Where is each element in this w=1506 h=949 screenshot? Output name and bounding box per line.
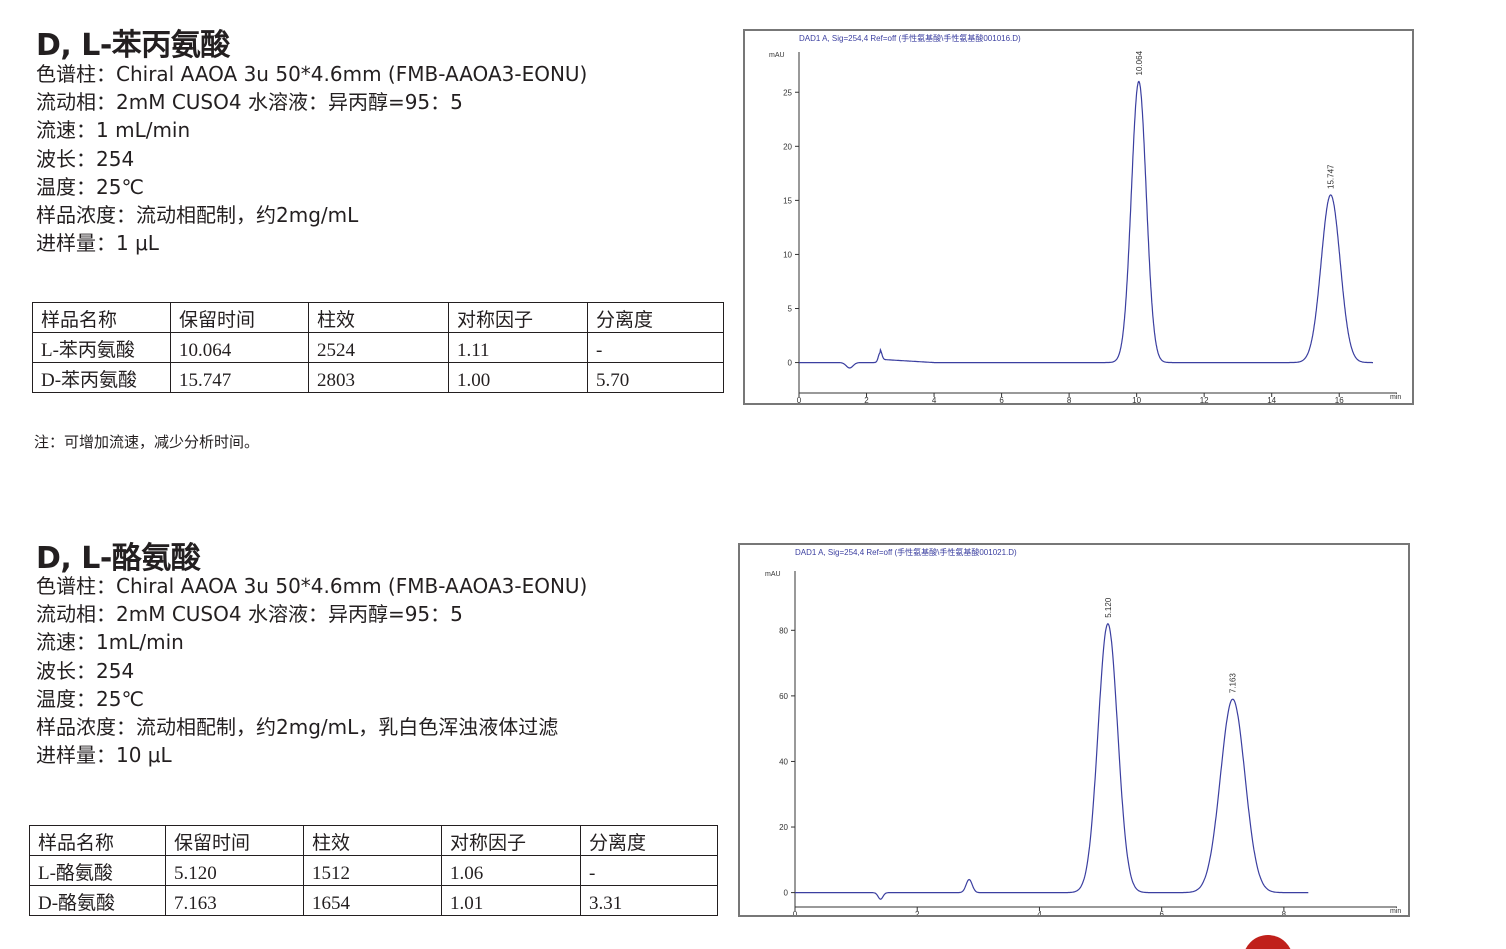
x-tick-label: 6 bbox=[999, 396, 1004, 405]
info-line: 进样量：10 μL bbox=[36, 743, 172, 768]
header-cell: 保留时间 bbox=[170, 302, 309, 333]
cell: 1.11 bbox=[448, 332, 588, 363]
cell: - bbox=[587, 332, 724, 363]
info-line: 温度：25℃ bbox=[36, 686, 144, 711]
logo-icon bbox=[1243, 935, 1293, 949]
info-line: 流动相：2mM CUSO4 水溶液：异丙醇=95：5 bbox=[36, 602, 463, 627]
info-line: 流速：1 mL/min bbox=[36, 118, 191, 143]
y-axis-label: mAU bbox=[765, 571, 781, 578]
section-title: D, L-苯丙氨酸 bbox=[36, 28, 230, 63]
info-line: 波长：254 bbox=[36, 658, 135, 683]
header-cell: 保留时间 bbox=[165, 825, 304, 856]
cell: L-酪氨酸 bbox=[29, 855, 166, 886]
x-tick-label: 2 bbox=[864, 396, 869, 405]
header-cell: 样品名称 bbox=[29, 825, 166, 856]
x-tick-label: 12 bbox=[1200, 396, 1209, 405]
y-tick-label: 0 bbox=[784, 889, 789, 898]
cell: 2803 bbox=[308, 362, 449, 393]
header-cell: 分离度 bbox=[587, 302, 724, 333]
info-line: 波长：254 bbox=[36, 146, 135, 171]
header-cell: 柱效 bbox=[308, 302, 449, 333]
table-row: L-苯丙氨酸 10.064 2524 1.11 - bbox=[32, 332, 724, 363]
x-tick-label: 16 bbox=[1335, 396, 1344, 405]
y-tick-label: 15 bbox=[783, 196, 792, 205]
header-cell: 柱效 bbox=[303, 825, 442, 856]
header-cell: 分离度 bbox=[580, 825, 718, 856]
header-cell: 对称因子 bbox=[441, 825, 581, 856]
header-cell: 样品名称 bbox=[32, 302, 171, 333]
cell: 1654 bbox=[303, 885, 442, 916]
table-row: D-苯丙氨酸 15.747 2803 1.00 5.70 bbox=[32, 362, 724, 393]
chart-title: DAD1 A, Sig=254,4 Ref=off (手性氨基酸\手性氨基酸00… bbox=[795, 547, 1017, 557]
x-tick-label: 10 bbox=[1132, 396, 1141, 405]
cell: 10.064 bbox=[170, 332, 309, 363]
y-tick-label: 25 bbox=[783, 88, 792, 97]
note: 注：可增加流速，减少分析时间。 bbox=[34, 435, 260, 451]
x-tick-label: 8 bbox=[1282, 910, 1287, 917]
chromatogram-chart-1: DAD1 A, Sig=254,4 Ref=off (手性氨基酸\手性氨基酸00… bbox=[743, 29, 1414, 405]
x-tick-label: 14 bbox=[1267, 396, 1276, 405]
info-line: 样品浓度：流动相配制，约2mg/mL，乳白色浑浊液体过滤 bbox=[36, 715, 559, 740]
cell: D-酪氨酸 bbox=[29, 885, 166, 916]
method-info: 色谱柱：Chiral AAOA 3u 50*4.6mm (FMB-AAOA3-E… bbox=[36, 60, 587, 257]
x-tick-label: 0 bbox=[797, 396, 802, 405]
section-title: D, L-酪氨酸 bbox=[36, 541, 201, 576]
info-line: 色谱柱：Chiral AAOA 3u 50*4.6mm (FMB-AAOA3-E… bbox=[36, 62, 588, 86]
results-table: 样品名称 保留时间 柱效 对称因子 分离度 L-酪氨酸 5.120 1512 1… bbox=[29, 825, 718, 916]
cell: 3.31 bbox=[580, 885, 718, 916]
y-tick-label: 5 bbox=[788, 305, 793, 314]
x-tick-label: 0 bbox=[793, 910, 798, 917]
x-axis-label: min bbox=[1390, 908, 1401, 915]
table-header: 样品名称 保留时间 柱效 对称因子 分离度 bbox=[32, 302, 724, 333]
peak-label: 15.747 bbox=[1327, 164, 1336, 189]
y-tick-label: 20 bbox=[779, 823, 788, 832]
x-axis-label: min bbox=[1390, 394, 1401, 401]
header-cell: 对称因子 bbox=[448, 302, 588, 333]
cell: 5.70 bbox=[587, 362, 724, 393]
x-tick-label: 6 bbox=[1159, 910, 1164, 917]
method-info: 色谱柱：Chiral AAOA 3u 50*4.6mm (FMB-AAOA3-E… bbox=[36, 572, 587, 769]
chromatogram-trace bbox=[799, 80, 1373, 369]
cell: L-苯丙氨酸 bbox=[32, 332, 171, 363]
info-line: 色谱柱：Chiral AAOA 3u 50*4.6mm (FMB-AAOA3-E… bbox=[36, 574, 588, 598]
y-tick-label: 40 bbox=[779, 757, 788, 766]
chromatogram-trace bbox=[795, 622, 1309, 900]
cell: - bbox=[580, 855, 718, 886]
cell: 1512 bbox=[303, 855, 442, 886]
y-tick-label: 0 bbox=[788, 359, 793, 368]
cell: 1.01 bbox=[441, 885, 581, 916]
table-row: D-酪氨酸 7.163 1654 1.01 3.31 bbox=[29, 885, 718, 916]
peak-label: 7.163 bbox=[1229, 673, 1238, 694]
cell: 1.00 bbox=[448, 362, 588, 393]
info-line: 流动相：2mM CUSO4 水溶液：异丙醇=95：5 bbox=[36, 90, 463, 115]
info-line: 进样量：1 μL bbox=[36, 231, 159, 256]
x-tick-label: 2 bbox=[915, 910, 920, 917]
cell: 15.747 bbox=[170, 362, 309, 393]
cell: 2524 bbox=[308, 332, 449, 363]
y-axis-label: mAU bbox=[769, 52, 785, 59]
table-header: 样品名称 保留时间 柱效 对称因子 分离度 bbox=[29, 825, 718, 856]
x-tick-label: 4 bbox=[1037, 910, 1042, 917]
info-line: 温度：25℃ bbox=[36, 174, 144, 199]
y-tick-label: 20 bbox=[783, 142, 792, 151]
cell: 7.163 bbox=[165, 885, 304, 916]
chart-title: DAD1 A, Sig=254,4 Ref=off (手性氨基酸\手性氨基酸00… bbox=[799, 33, 1021, 43]
peak-label: 10.064 bbox=[1135, 50, 1144, 75]
cell: D-苯丙氨酸 bbox=[32, 362, 171, 393]
info-line: 样品浓度：流动相配制，约2mg/mL bbox=[36, 203, 359, 228]
x-tick-label: 4 bbox=[932, 396, 937, 405]
y-tick-label: 60 bbox=[779, 692, 788, 701]
y-tick-label: 80 bbox=[779, 626, 788, 635]
results-table: 样品名称 保留时间 柱效 对称因子 分离度 L-苯丙氨酸 10.064 2524… bbox=[32, 302, 724, 393]
table-row: L-酪氨酸 5.120 1512 1.06 - bbox=[29, 855, 718, 886]
y-tick-label: 10 bbox=[783, 250, 792, 259]
x-tick-label: 8 bbox=[1067, 396, 1072, 405]
cell: 1.06 bbox=[441, 855, 581, 886]
chromatogram-chart-2: DAD1 A, Sig=254,4 Ref=off (手性氨基酸\手性氨基酸00… bbox=[738, 543, 1410, 917]
cell: 5.120 bbox=[165, 855, 304, 886]
peak-label: 5.120 bbox=[1104, 597, 1113, 618]
info-line: 流速：1mL/min bbox=[36, 630, 184, 655]
